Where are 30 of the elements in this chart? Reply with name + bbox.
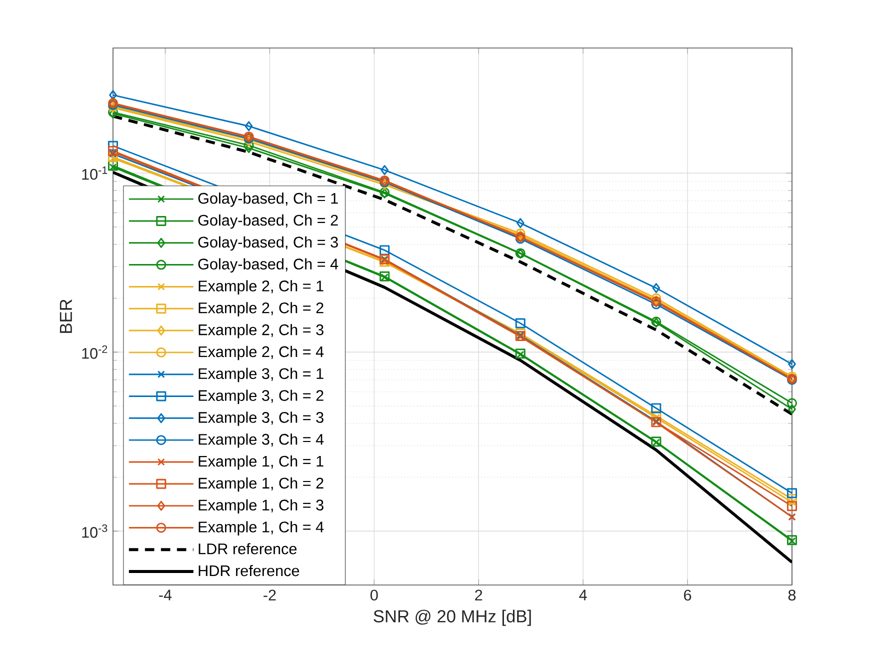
x-tick-label: 6 bbox=[684, 590, 692, 601]
x-tick-label: 8 bbox=[788, 590, 796, 601]
legend-label: Example 3, Ch = 1 bbox=[198, 368, 324, 382]
x-tick-label: 0 bbox=[370, 590, 378, 601]
legend-label: Example 2, Ch = 4 bbox=[198, 346, 324, 360]
legend-label: Example 1, Ch = 4 bbox=[198, 521, 324, 536]
x-axis-title: SNR @ 20 MHz [dB] bbox=[374, 610, 531, 626]
legend-label: Golay-based, Ch = 2 bbox=[198, 214, 338, 229]
legend-label: Example 3, Ch = 2 bbox=[198, 390, 324, 404]
legend-label: LDR reference bbox=[198, 543, 297, 554]
legend-label: Example 3, Ch = 3 bbox=[198, 412, 324, 426]
legend-label: HDR reference bbox=[198, 564, 300, 576]
legend-label: Example 3, Ch = 4 bbox=[198, 434, 324, 448]
y-tick-label: 10$^{-2}$ bbox=[82, 345, 108, 359]
legend-label: Example 2, Ch = 3 bbox=[198, 324, 324, 338]
legend-label: Golay-based, Ch = 4 bbox=[198, 258, 338, 273]
x-tick-label: -2 bbox=[264, 590, 276, 600]
legend-label: Example 1, Ch = 3 bbox=[198, 499, 324, 514]
y-tick-label: 10$^{-3}$ bbox=[82, 524, 108, 538]
x-tick-label: 4 bbox=[579, 590, 587, 600]
x-tick-label: 2 bbox=[475, 590, 482, 600]
legend-label: Example 1, Ch = 1 bbox=[198, 455, 324, 470]
y-axis-title: BER bbox=[60, 299, 72, 333]
legend-label: Example 2, Ch = 1 bbox=[198, 280, 324, 294]
legend-label: Example 2, Ch = 2 bbox=[198, 302, 324, 316]
x-tick-label: -4 bbox=[159, 590, 172, 600]
legend-label: Example 1, Ch = 2 bbox=[198, 477, 324, 492]
legend-label: Golay-based, Ch = 1 bbox=[198, 192, 338, 207]
legend-label: Golay-based, Ch = 3 bbox=[198, 236, 338, 251]
y-tick-label: 10$^{-1}$ bbox=[82, 166, 108, 180]
